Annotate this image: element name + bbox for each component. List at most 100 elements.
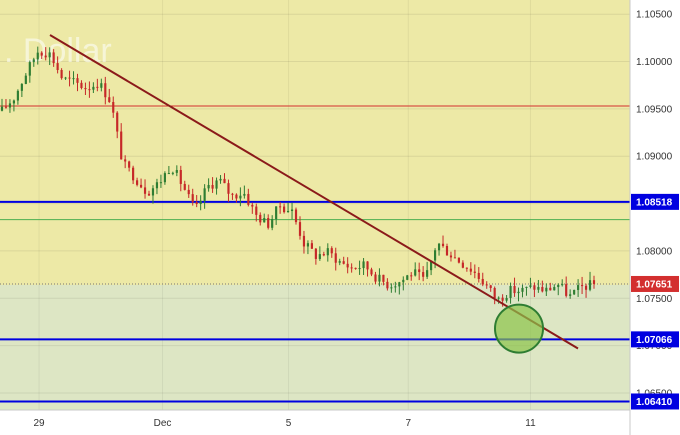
candle-body (259, 214, 262, 223)
candle-body (195, 202, 198, 205)
y-tick-label: 1.09000 (636, 152, 673, 163)
candle-body (469, 268, 472, 272)
candle-body (231, 193, 234, 195)
candle-body (271, 219, 274, 228)
candle-body (80, 82, 83, 89)
candle-body (136, 180, 139, 185)
x-tick-label: 11 (525, 418, 536, 429)
candle-body (573, 289, 576, 295)
candle-body (517, 291, 520, 294)
y-tick-label: 1.10000 (636, 57, 673, 68)
candle-body (310, 243, 313, 249)
candle-body (239, 195, 242, 199)
candle-body (179, 169, 182, 184)
candle-body (28, 62, 31, 76)
price-tag (631, 275, 679, 292)
time-axis[interactable]: 29 Dec 5 7 11 (33, 418, 536, 429)
x-tick-label: Dec (154, 418, 172, 429)
candle-body (302, 235, 306, 247)
candle-body (100, 83, 103, 88)
candle-body (390, 287, 393, 289)
candle-body (76, 78, 79, 83)
candle-body (207, 184, 210, 189)
candle-body (120, 131, 123, 160)
candlestick-series (0, 46, 596, 307)
candle-body (171, 172, 174, 174)
candle-body (549, 287, 552, 291)
candle-body (263, 218, 266, 223)
candle-body (124, 159, 127, 162)
candle-body (243, 193, 246, 196)
candle-body (398, 282, 401, 287)
candle-body (414, 269, 417, 276)
candle-body (406, 275, 409, 280)
candle-body (84, 88, 87, 90)
candle-body (247, 193, 250, 205)
candle-body (354, 267, 357, 269)
candle-body (227, 183, 230, 194)
candle-body (60, 70, 63, 79)
candle-body (402, 279, 405, 283)
price-tag-label: 1.06410 (636, 397, 673, 408)
candle-body (441, 243, 445, 247)
candle-body (453, 257, 457, 259)
candle-body (382, 274, 385, 282)
time-axis-background (0, 410, 630, 435)
price-tag-label: 1.07651 (636, 279, 673, 290)
candle-body (215, 180, 218, 189)
candle-body (465, 267, 468, 269)
candle-body (219, 178, 222, 181)
candle-body (557, 284, 560, 288)
candle-body (128, 161, 131, 168)
candle-body (175, 169, 178, 173)
candle-body (457, 257, 460, 263)
candle-body (294, 209, 298, 223)
candle-body (553, 287, 556, 291)
candle-body (366, 261, 369, 270)
candle-body (8, 103, 12, 108)
candle-body (132, 167, 135, 181)
candle-body (346, 263, 349, 268)
x-tick-label: 29 (33, 418, 45, 429)
candle-body (577, 285, 580, 290)
candle-body (422, 272, 425, 277)
lower-shaded-zone (0, 284, 630, 410)
candle-body (298, 222, 302, 236)
price-axis-background (630, 0, 680, 435)
y-tick-label: 1.08000 (636, 246, 673, 257)
candle-body (167, 173, 170, 175)
candle-body (477, 272, 480, 279)
candle-body (56, 63, 59, 71)
candle-body (445, 246, 449, 256)
candle-body (286, 210, 290, 213)
candle-body (489, 285, 492, 289)
candle-body (378, 274, 381, 282)
trendline[interactable] (49, 34, 579, 350)
candle-body (143, 187, 147, 194)
candle-body (561, 284, 564, 286)
candle-body (290, 209, 294, 211)
candle-body (235, 194, 238, 199)
candle-body (350, 267, 353, 269)
candle-body (588, 280, 592, 290)
candle-body (370, 269, 373, 275)
candle-body (533, 285, 536, 290)
candle-body (32, 59, 35, 63)
price-tag-label: 1.07066 (636, 335, 673, 346)
candle-body (358, 268, 361, 270)
candle-body (525, 286, 528, 288)
candle-body (513, 286, 516, 294)
candle-body (521, 287, 524, 292)
candle-body (426, 270, 429, 277)
candle-body (314, 248, 317, 259)
candle-body (449, 255, 453, 258)
y-tick-label: 1.09500 (636, 104, 673, 115)
candle-body (104, 83, 107, 98)
candle-body (326, 248, 329, 256)
candle-body (183, 183, 186, 190)
price-tag (631, 193, 679, 210)
candle-body (163, 173, 166, 183)
candle-body (20, 83, 23, 91)
candle-body (334, 253, 337, 263)
